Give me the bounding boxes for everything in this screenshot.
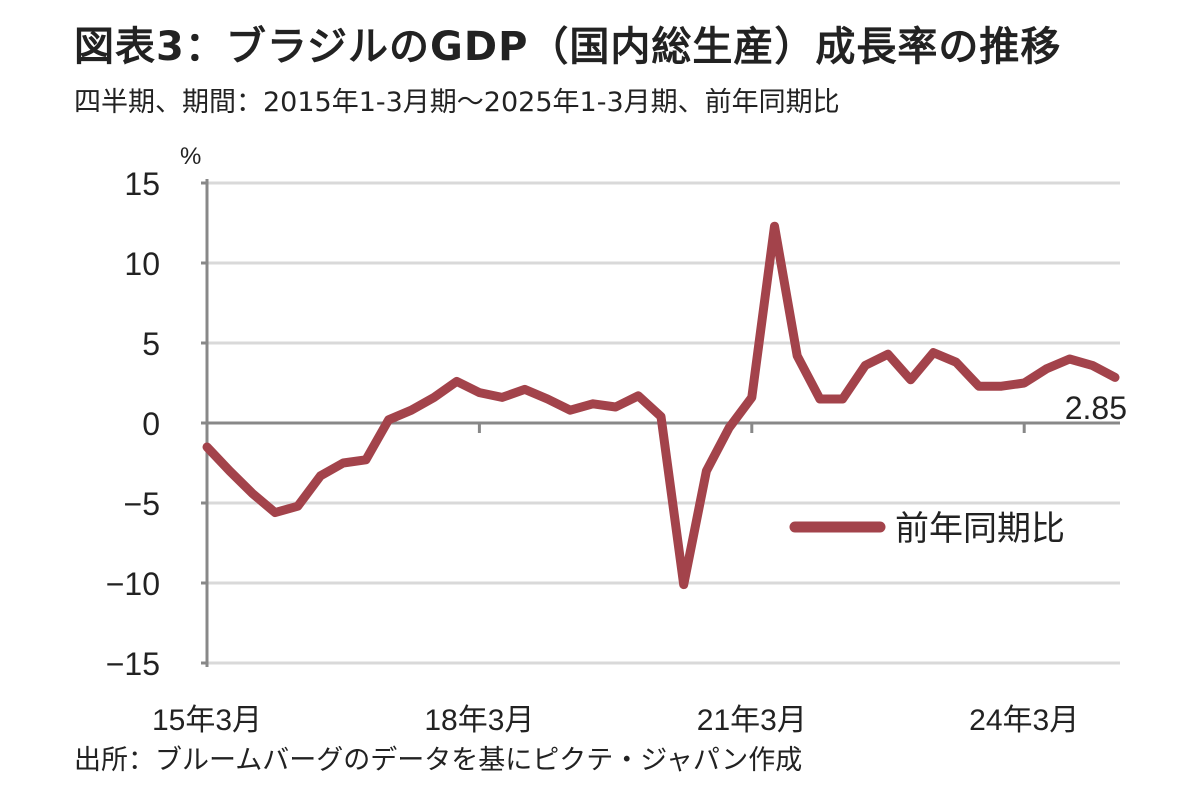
y-axis-unit: %	[180, 143, 201, 170]
chart-subtitle: 四半期、期間：2015年1-3月期～2025年1-3月期、前年同期比	[74, 87, 840, 118]
x-tick-label: 15年3月	[152, 704, 262, 737]
y-tick-label: 5	[142, 326, 160, 362]
y-tick-label: 15	[124, 166, 160, 202]
x-tick-label: 21年3月	[697, 704, 807, 737]
chart-title: 図表3：ブラジルのGDP（国内総生産）成長率の推移	[74, 24, 1062, 70]
x-tick-label: 24年3月	[969, 704, 1079, 737]
y-tick-label: −10	[106, 566, 160, 602]
y-tick-label: −15	[106, 646, 160, 682]
legend-label: 前年同期比	[895, 510, 1065, 548]
x-tick-label: 18年3月	[424, 704, 534, 737]
chart-source: 出所：ブルームバーグのデータを基にピクテ・ジャパン作成	[74, 745, 803, 776]
y-tick-label: 0	[142, 406, 160, 442]
y-tick-label: −5	[124, 486, 160, 522]
y-tick-label: 10	[124, 246, 160, 282]
last-value-label: 2.85	[1065, 390, 1127, 426]
